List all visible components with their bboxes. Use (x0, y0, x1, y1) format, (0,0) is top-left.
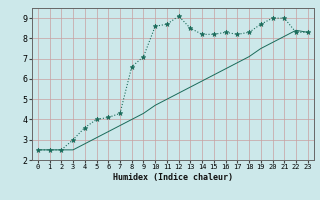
X-axis label: Humidex (Indice chaleur): Humidex (Indice chaleur) (113, 173, 233, 182)
